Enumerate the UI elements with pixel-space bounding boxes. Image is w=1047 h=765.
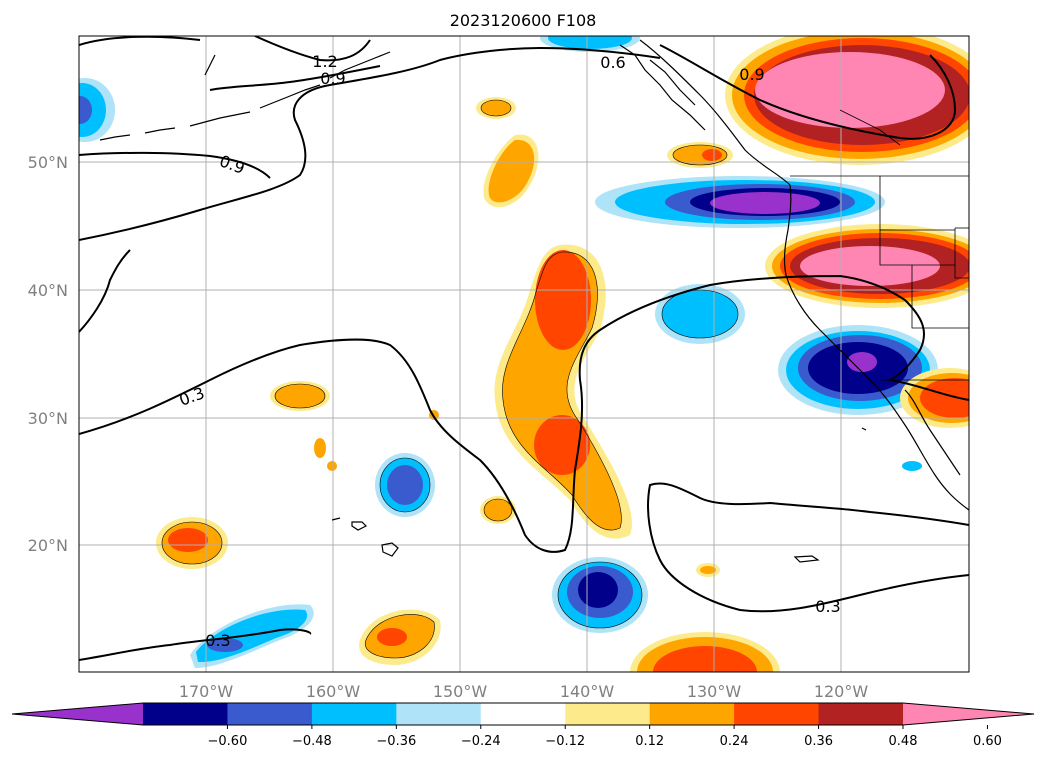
colorbar-tick-label: −0.60	[208, 734, 248, 749]
anomaly-warm-small-1	[667, 142, 733, 168]
colorbar-segment	[227, 703, 313, 725]
chart-title: 2023120600 F108	[450, 11, 597, 30]
contour-label-1: 1.2	[312, 52, 337, 71]
colorbar-tick-label: 0.36	[804, 734, 833, 749]
lon-label-150w: 150°W	[433, 682, 488, 701]
colorbar-tick-label: 0.48	[889, 734, 918, 749]
colorbar-segment	[818, 703, 904, 725]
contour-label-3: 0.6	[600, 53, 625, 72]
colorbar-tick-label: −0.48	[292, 734, 332, 749]
borders	[790, 109, 969, 381]
colorbar-extend-high	[903, 703, 1034, 725]
anomaly-warm-california	[765, 224, 969, 308]
lon-label-130w: 130°W	[687, 682, 742, 701]
lon-label-120w: 120°W	[814, 682, 869, 701]
contours	[79, 36, 969, 661]
colorbar-segment	[649, 703, 735, 725]
anomaly-cold-offshore	[655, 284, 745, 344]
lat-label-30n: 30°N	[28, 409, 68, 428]
anomaly-warm-south-2	[630, 632, 780, 672]
lon-label-170w: 170°W	[179, 682, 234, 701]
gridlines	[79, 36, 969, 672]
colorbar-tick-label: −0.36	[376, 734, 416, 749]
anomaly-warm-small-4	[480, 496, 516, 524]
colorbar: −0.60 −0.48 −0.36 −0.24 −0.12 0.12 0.24 0.36 0.4…	[11, 702, 1035, 749]
colorbar-segment	[396, 703, 482, 725]
lat-labels: 50°N 40°N 30°N 20°N	[28, 153, 68, 555]
anomaly-warm-south-1	[359, 609, 441, 665]
contour-label-2: 0.9	[320, 69, 345, 88]
colorbar-outline	[11, 702, 1035, 726]
contour-label-8: 0.3	[205, 631, 230, 650]
anomaly-cold-south	[552, 557, 648, 633]
lon-label-160w: 160°W	[306, 682, 361, 701]
anomaly-warm-baja	[900, 368, 969, 428]
colorbar-segment	[311, 703, 397, 725]
colorbar-tick-label: −0.24	[461, 734, 501, 749]
contour-label-4: 0.9	[739, 65, 764, 84]
lon-label-140w: 140°W	[560, 682, 615, 701]
contour-labels: 1.2 0.9 0.6 0.9 0.9 0.3 0.3 0.3	[177, 52, 841, 650]
anomaly-warm-canada	[725, 36, 969, 165]
colorbar-tick-label: 0.60	[973, 734, 1002, 749]
anomaly-cold-west-edge	[79, 78, 115, 142]
anomaly-warm-central-band	[494, 244, 632, 539]
contour-label-7: 0.3	[815, 597, 840, 616]
lat-label-20n: 20°N	[28, 536, 68, 555]
colorbar-segment	[143, 703, 228, 725]
colorbar-segment	[480, 703, 566, 725]
anomaly-warm-west	[156, 517, 228, 569]
lat-label-40n: 40°N	[28, 281, 68, 300]
lon-labels: 170°W 160°W 150°W 140°W 130°W 120°W	[179, 682, 869, 701]
anomaly-warm-small-3	[270, 381, 330, 411]
anomaly-cold-hawaii	[375, 453, 435, 517]
map-frame	[78, 35, 970, 673]
lat-label-50n: 50°N	[28, 153, 68, 172]
colorbar-segment	[734, 703, 820, 725]
colorbar-tick-label: 0.24	[720, 734, 749, 749]
map-area: 1.2 0.9 0.6 0.9 0.9 0.3 0.3 0.3	[79, 36, 969, 672]
anomaly-cold-southwest	[190, 604, 314, 668]
colorbar-segment	[565, 703, 651, 725]
colorbar-tick-label: 0.12	[635, 734, 664, 749]
anomaly-cold-socal	[778, 325, 938, 415]
anomaly-warm-small-2	[476, 97, 516, 119]
colorbar-tick-label: −0.12	[545, 734, 585, 749]
anomaly-warm-north-blob	[483, 134, 539, 208]
colorbar-extend-low	[12, 703, 143, 725]
anomaly-cold-pnw	[595, 176, 885, 228]
shading-outlines	[161, 99, 739, 659]
